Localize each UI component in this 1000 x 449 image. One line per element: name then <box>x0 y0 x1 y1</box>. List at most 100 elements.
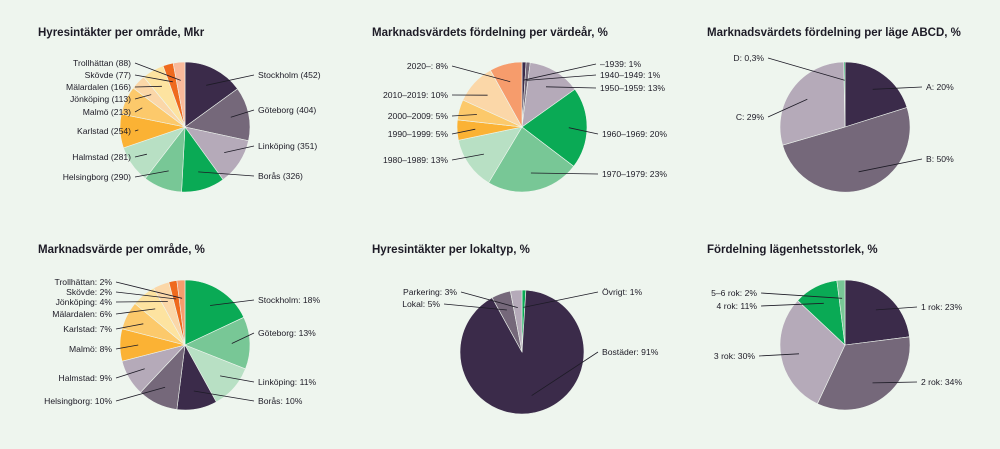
pie-hyresintakter-omrade <box>119 61 251 193</box>
pie-labels-hyresintakter-omrade: Stockholm (452) Göteborg (404) Linköping (… <box>63 58 321 182</box>
pie-leader-line <box>443 303 507 311</box>
pie-slice-label: 5–6 rok: 2% <box>711 288 757 298</box>
pie-slice-label: Halmstad: 9% <box>59 373 113 383</box>
pie-labels-lagenhetsstorlek: 1 rok: 23% 2 rok: 34% 3 rok: 30% 4 rok: 11%… <box>711 288 962 387</box>
pie-leader-line <box>115 281 183 299</box>
pie-leader-line <box>451 128 476 135</box>
pie-slice-label: B: 50% <box>926 154 954 164</box>
pie-slice-label: Borås (326) <box>258 171 303 181</box>
pie-slice <box>782 107 911 193</box>
pie-leader-line <box>134 170 169 178</box>
chart-title-marknadsvarde-lage: Marknadsvärdets fördelning per läge ABCD… <box>707 27 961 39</box>
pie-leader-line <box>760 302 824 307</box>
pie-slice-label: Övrigt: 1% <box>602 287 642 297</box>
pie-leader-line <box>872 86 923 90</box>
pie-slice-label: Mälardalen (166) <box>66 82 131 92</box>
pie-slice <box>184 279 245 346</box>
pie-slice-label: Trollhättan: 2% <box>55 277 113 287</box>
pie-slice <box>844 279 910 346</box>
pie-leader-line <box>115 368 145 379</box>
pie-slice-label: Stockholm (452) <box>258 70 321 80</box>
pie-leader-line <box>767 57 845 81</box>
pie-leader-line <box>115 323 144 330</box>
pie-leader-line <box>198 171 255 177</box>
pie-slice <box>184 88 251 142</box>
pie-leader-line <box>115 301 168 303</box>
pie-leader-line <box>115 386 166 402</box>
pie-slice <box>779 300 846 405</box>
pie-slice-label: Bostäder: 91% <box>602 347 659 357</box>
pie-leader-line <box>451 114 477 117</box>
pie-slice-label: 1970–1979: 23% <box>602 169 667 179</box>
pie-slice-label: Malmö (213) <box>83 107 131 117</box>
pie-leader-line <box>526 74 597 81</box>
pie-leader-line <box>134 74 173 83</box>
pie-leader-line <box>115 344 139 350</box>
chart-title-hyresintakter-omrade: Hyresintäkter per område, Mkr <box>38 27 205 39</box>
pie-slice-label: 1990–1999: 5% <box>388 129 449 139</box>
pie-labels-marknadsvarde-omrade: Stockholm: 18% Göteborg: 13% Linköping: 11… <box>44 277 320 406</box>
pie-leader-line <box>760 292 843 299</box>
pie-leader-line <box>545 86 597 89</box>
pie-slice-label: Göteborg: 13% <box>258 328 316 338</box>
pie-slice <box>521 88 588 167</box>
pie-leader-line <box>115 308 156 315</box>
pie-leader-line <box>523 63 597 81</box>
pie-leader-line <box>530 172 599 175</box>
pie-slice-label: 4 rok: 11% <box>717 301 758 311</box>
pie-slice-label: 2 rok: 34% <box>921 377 962 387</box>
pie-slice <box>488 126 575 193</box>
pie-slice-label: 2020–: 8% <box>407 61 448 71</box>
chart-title-lagenhetsstorlek: Fördelning lägenhetsstorlek, % <box>707 244 878 256</box>
pie-leader-line <box>451 65 511 83</box>
pie-leader-line <box>224 145 255 153</box>
pie-slice-label: Helsingborg (290) <box>63 172 131 182</box>
pie-leader-line <box>134 62 181 81</box>
pie-slice-label: Mälardalen: 6% <box>52 309 112 319</box>
pie-labels-marknadsvarde-lage: A: 20% B: 50% C: 29% D: 0,3% <box>733 53 954 173</box>
pie-leader-line <box>858 158 923 173</box>
pie-leader-line <box>875 306 918 311</box>
pie-leader-line <box>231 332 255 344</box>
pie-slice-label: A: 20% <box>926 82 954 92</box>
pie-leader-line <box>134 85 162 88</box>
pie-slice <box>844 61 908 128</box>
pie-slice <box>510 289 523 353</box>
pie-labels-hyresintakter-lokaltyp: Övrigt: 1% Bostäder: 91% Lokal: 5% Parkerin… <box>402 287 659 396</box>
pie-leader-line <box>531 351 599 396</box>
chart-title-hyresintakter-lokaltyp: Hyresintäkter per lokaltyp, % <box>372 244 530 256</box>
pie-slice-label: C: 29% <box>736 112 765 122</box>
pie-leader-line <box>193 390 255 402</box>
pie-slice-label: D: 0,3% <box>733 53 764 63</box>
pie-slice-label: Halmstad (281) <box>72 152 131 162</box>
pie-slice-label: Jönköping (113) <box>70 94 131 104</box>
pie-slice-label: 1950–1959: 13% <box>600 83 665 93</box>
pie-slice <box>176 279 186 346</box>
pie-leader-line <box>134 129 139 132</box>
pie-leader-line <box>523 291 599 308</box>
chart-title-marknadsvarde-omrade: Marknadsvärde per område, % <box>38 244 205 256</box>
pie-labels-marknadsvarde-vardear: –1939: 1%1940–1949: 1% 1950–1959: 13% 1960… <box>383 59 667 179</box>
pie-slice-label: 3 rok: 30% <box>714 351 755 361</box>
pie-leader-line <box>767 98 808 118</box>
pie-slice-label: 1940–1949: 1% <box>600 70 661 80</box>
pie-leader-line <box>451 153 484 161</box>
pie-slice-label: –1939: 1% <box>600 59 641 69</box>
pie-leader-line <box>134 94 152 100</box>
pie-leader-line <box>568 127 599 135</box>
pie-leader-line <box>134 153 147 158</box>
pie-leader-line <box>134 107 143 113</box>
pie-leader-line <box>206 74 255 86</box>
pie-lagenhetsstorlek <box>779 279 911 411</box>
pie-leader-line <box>210 299 255 306</box>
pie-leader-line <box>220 375 255 383</box>
pie-hyresintakter-lokaltyp <box>459 289 585 415</box>
pie-slice-label: Borås: 10% <box>258 396 303 406</box>
pie-slice-label: Helsingborg: 10% <box>44 396 112 406</box>
pie-slice-label: Stockholm: 18% <box>258 295 320 305</box>
pie-slice <box>779 61 846 146</box>
pie-slice-label: Skövde: 2% <box>66 287 112 297</box>
pie-leader-line <box>115 291 177 300</box>
pie-marknadsvarde-vardear <box>456 61 588 193</box>
